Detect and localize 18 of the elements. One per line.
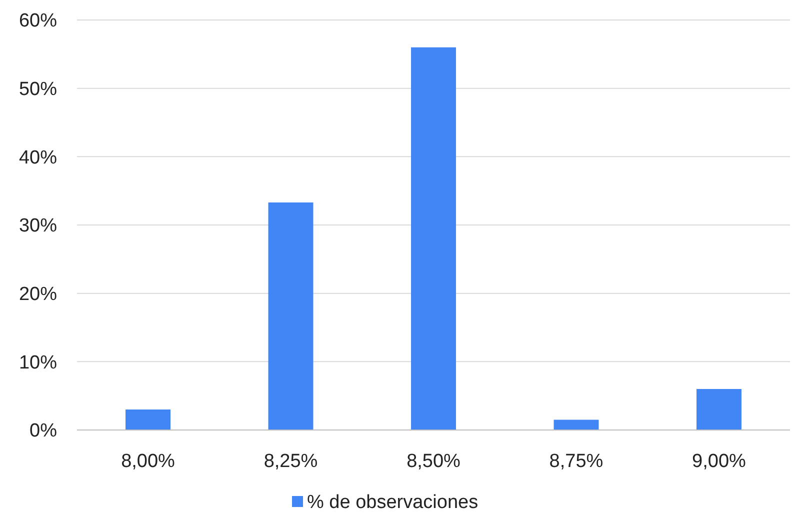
- y-tick-label: 50%: [18, 78, 58, 100]
- x-tick-label: 9,00%: [692, 451, 746, 472]
- y-tick-label: 60%: [18, 10, 58, 32]
- x-tick-label: 8,00%: [121, 451, 176, 472]
- y-tick-label: 40%: [18, 147, 58, 168]
- y-tick-label: 20%: [18, 284, 58, 305]
- y-tick-label: 30%: [18, 216, 58, 237]
- bar: [696, 389, 742, 430]
- x-tick-label: 8,75%: [549, 451, 604, 472]
- bar: [554, 420, 599, 430]
- x-tick-label: 8,50%: [406, 451, 461, 472]
- bar: [411, 47, 456, 430]
- bar: [268, 202, 314, 430]
- legend-label: % de observaciones: [307, 492, 478, 514]
- y-tick-label: 10%: [18, 352, 58, 374]
- bar: [126, 410, 170, 430]
- y-tick-label: 0%: [30, 420, 58, 442]
- x-tick-label: 8,25%: [264, 451, 318, 472]
